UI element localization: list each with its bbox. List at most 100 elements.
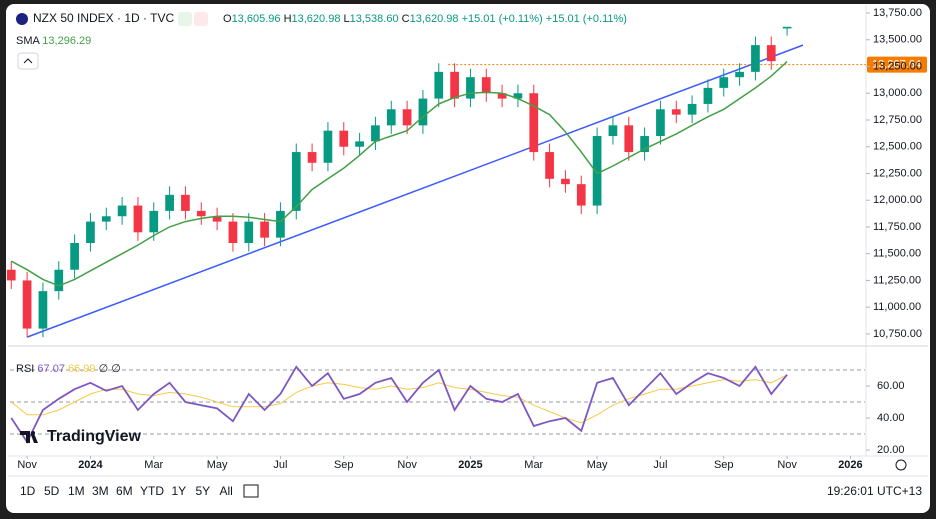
rsi-tick-label: 20.00	[877, 444, 905, 456]
ohlc-legend: O13,605.96 H13,620.98 L13,538.60 C13,620…	[223, 13, 627, 25]
date-range-icon[interactable]	[243, 484, 259, 498]
timeframe-button[interactable]: 5D	[44, 484, 60, 498]
sma-value: 13,296.29	[42, 35, 91, 47]
candle-body	[196, 210, 206, 217]
y-tick-label: 13,250.00	[873, 60, 922, 72]
candle-body	[782, 26, 792, 29]
candle-body	[386, 109, 396, 126]
candle-body	[703, 87, 713, 104]
x-tick-label: 2024	[78, 459, 103, 471]
market-icon[interactable]	[178, 12, 192, 26]
y-tick-label: 11,250.00	[873, 274, 921, 286]
x-tick-label: Jul	[653, 459, 667, 471]
rsi-ma-value: 66.99	[68, 363, 96, 375]
candle-body	[371, 125, 380, 142]
candle-body	[86, 221, 95, 243]
candle-body	[307, 152, 317, 163]
x-tick-label: 2025	[458, 459, 482, 471]
price-label-box	[867, 56, 927, 73]
x-tick-label: Sep	[714, 459, 734, 471]
rsi-line	[10, 365, 788, 444]
candle-body	[402, 109, 412, 126]
ohlc-label: H	[284, 13, 292, 25]
candle-body	[260, 221, 269, 238]
rsi-legend: RSI 67.07 66.99 ∅ ∅	[16, 363, 121, 375]
logo-dot	[31, 431, 35, 435]
timeframe-button[interactable]: 1M	[68, 484, 85, 498]
y-tick-label: 13,750.00	[873, 7, 922, 19]
ohlc-value: 13,605.96	[232, 13, 281, 25]
candle-body	[117, 205, 127, 217]
chart-window	[6, 4, 930, 513]
x-tick-label: Jul	[273, 459, 287, 471]
collapse-button[interactable]	[17, 52, 39, 70]
candle-body	[640, 136, 649, 153]
candle-body	[751, 45, 760, 72]
clock: 19:26:01 UTC+13	[827, 484, 922, 498]
candle-body	[212, 216, 222, 222]
ohlc-value: 13,620.98	[292, 13, 341, 25]
candle-body	[276, 210, 285, 238]
rsi-ma-line	[10, 374, 788, 424]
candle-body	[481, 77, 491, 94]
rsi-value: 67.07	[37, 363, 65, 375]
candle-body	[355, 141, 364, 147]
settings-icon[interactable]	[895, 459, 907, 471]
candle-body	[529, 93, 539, 153]
timeframe-button[interactable]: 3M	[92, 484, 109, 498]
candle-body	[466, 77, 475, 99]
ohlc-value: 13,620.98	[410, 13, 459, 25]
candle-body	[735, 71, 744, 78]
y-tick-label: 11,500.00	[873, 248, 921, 260]
candle-body	[228, 221, 238, 243]
candle-body	[576, 184, 586, 206]
candle-body	[323, 130, 333, 163]
timeframe-button[interactable]: 1D	[20, 484, 36, 498]
y-tick-label: 12,500.00	[873, 141, 922, 153]
candle-body	[561, 178, 570, 185]
candle-body	[418, 98, 428, 126]
change-label: +15.01 (+0.11%)	[462, 13, 543, 25]
x-tick-label: Mar	[144, 459, 163, 471]
timeframe-button[interactable]: 6M	[116, 484, 133, 498]
ohlc-label: C	[402, 13, 410, 25]
candle-body	[497, 93, 507, 99]
candle-body	[165, 194, 174, 211]
candle-body	[545, 152, 554, 179]
x-tick-label: Mar	[524, 459, 543, 471]
market-icon[interactable]	[194, 12, 208, 26]
candle-body	[101, 216, 111, 222]
x-tick-label: Nov	[397, 459, 417, 471]
price-label: 13,267.64	[872, 59, 921, 71]
timeframe-button[interactable]: 1Y	[172, 484, 187, 498]
timeframe-button[interactable]: 5Y	[196, 484, 211, 498]
timeframe-button[interactable]: All	[220, 484, 233, 498]
timeframe-button[interactable]: YTD	[140, 484, 164, 498]
candle-body	[133, 205, 143, 233]
y-tick-label: 11,750.00	[873, 221, 921, 233]
x-tick-label: Nov	[777, 459, 797, 471]
x-tick-label: 2026	[838, 459, 862, 471]
candle-body	[38, 291, 48, 329]
candle-body	[434, 71, 444, 99]
candle-body	[608, 125, 618, 137]
candle-body	[513, 93, 523, 99]
x-tick-label: May	[207, 459, 228, 471]
x-tick-label: Nov	[17, 459, 37, 471]
candle-body	[671, 109, 681, 115]
change-label: +15.01 (+0.11%)	[546, 13, 627, 25]
candle-body	[244, 221, 254, 243]
trendline	[26, 44, 804, 338]
y-tick-label: 11,000.00	[873, 301, 921, 313]
rsi-tick-label: 40.00	[877, 412, 905, 424]
candle-body	[181, 194, 190, 211]
y-tick-label: 12,750.00	[873, 114, 922, 126]
sma-line	[10, 61, 788, 287]
ohlc-value: 13,538.60	[350, 13, 399, 25]
plot-area	[6, 26, 866, 444]
candle-body	[592, 136, 602, 206]
candle-body	[149, 210, 159, 233]
candle-body	[450, 71, 459, 99]
